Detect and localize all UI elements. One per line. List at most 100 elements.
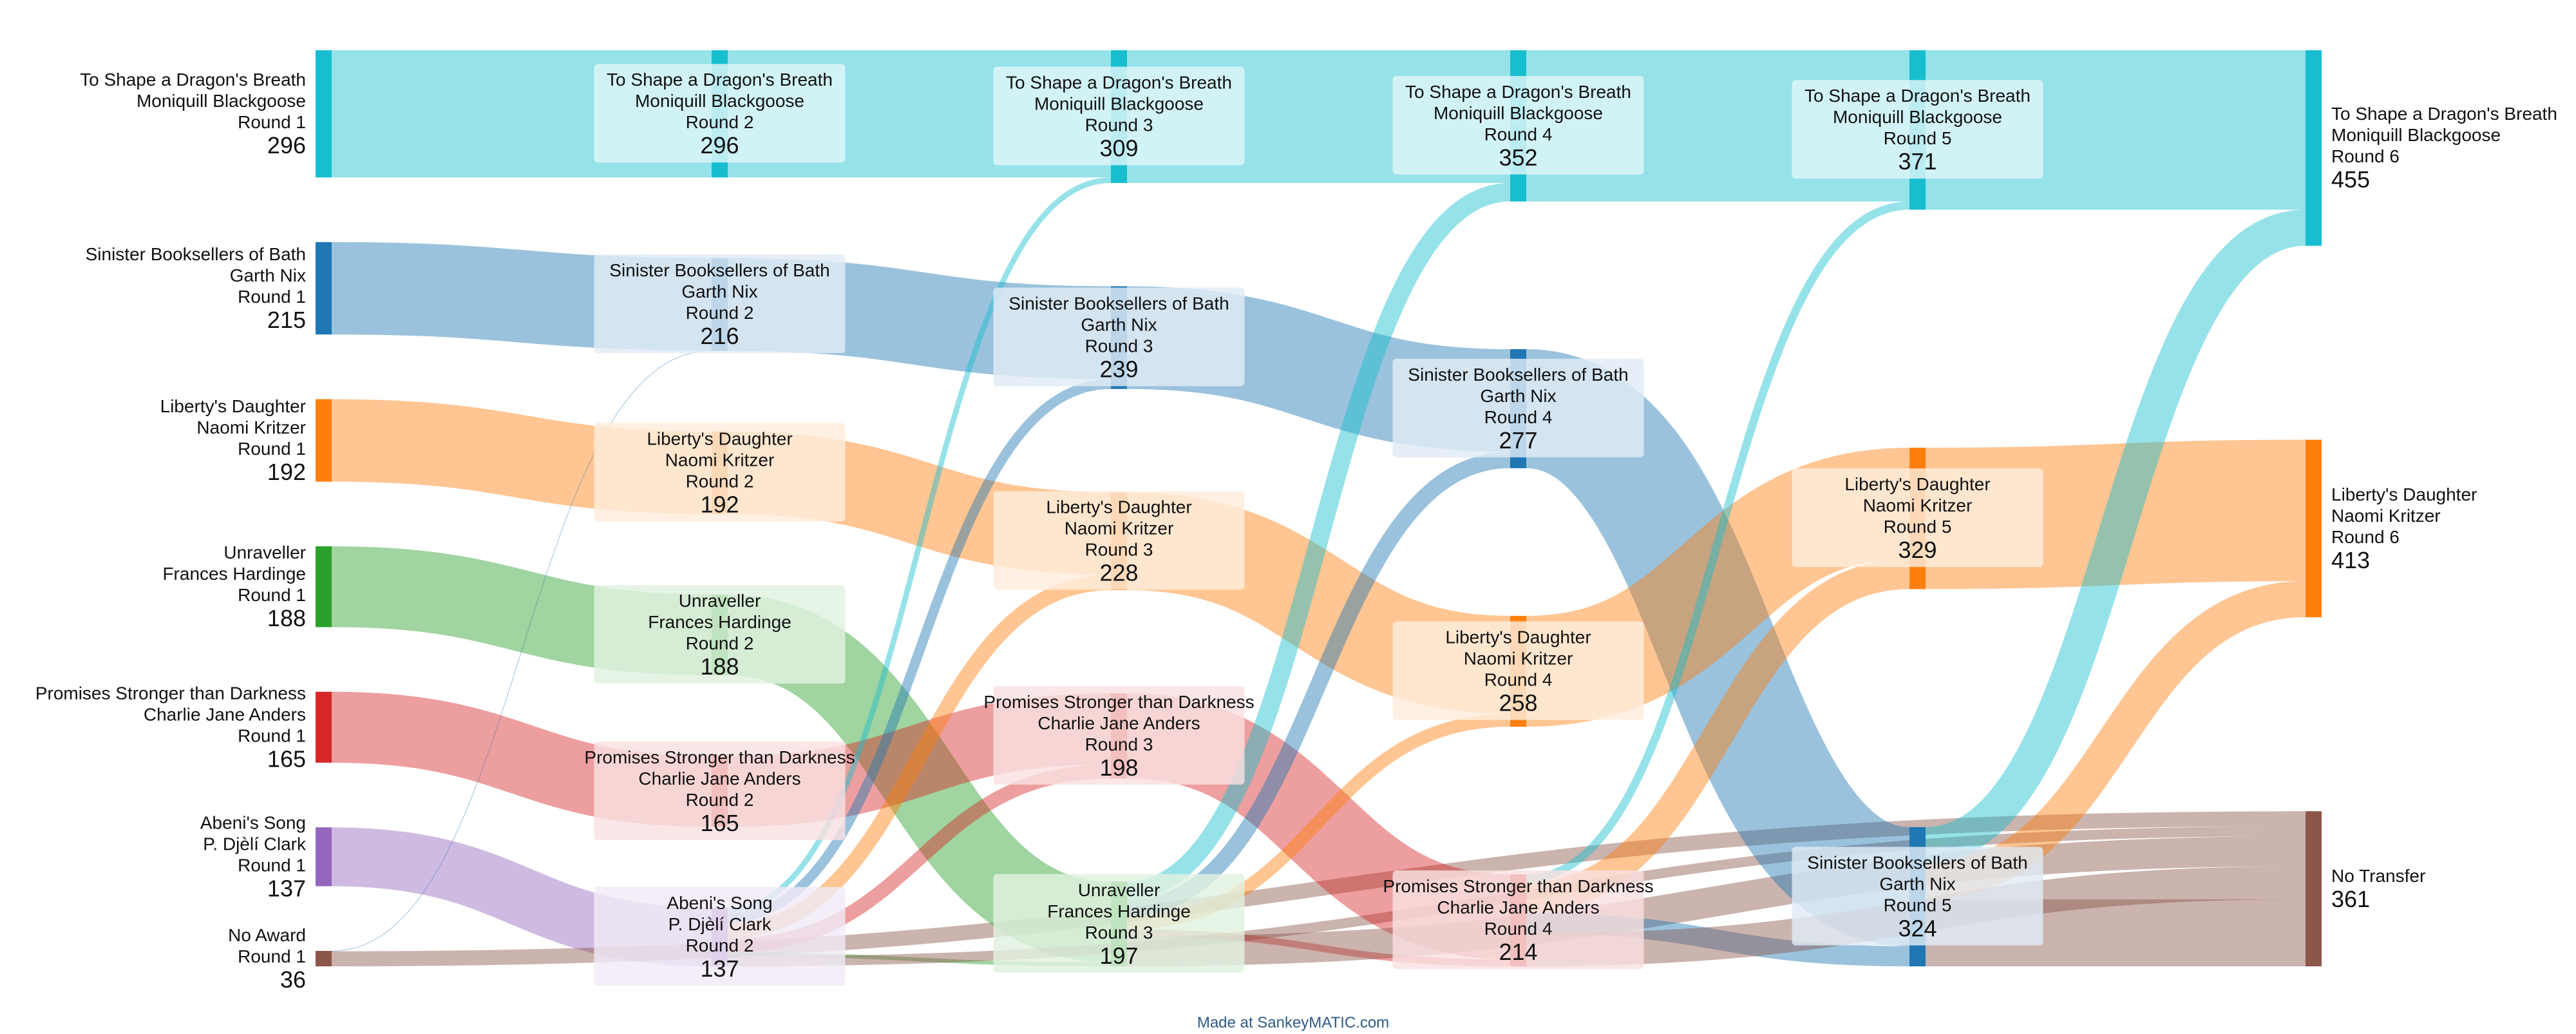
- node-value-text: 137: [267, 875, 306, 901]
- flow-sinister-booksellers-of-bath-r5-to-to-shape-a-dragon-s-breath-r6: [1924, 209, 2307, 863]
- node-author-text: Moniquill Blackgoose: [1034, 94, 1204, 114]
- node-author-text: Naomi Kritzer: [1065, 519, 1174, 539]
- flow-abeni-s-song-r2-to-to-shape-a-dragon-s-breath-r3: [727, 177, 1112, 914]
- node-value-text: 215: [267, 307, 306, 333]
- node-bar-unraveller-r1: [316, 546, 332, 627]
- flow-unraveller-r3-to-no-transfer-r6: [1126, 836, 2306, 967]
- node-title-text: To Shape a Dragon's Breath: [607, 70, 833, 90]
- node-value-text: 371: [1898, 148, 1937, 175]
- node-author-text: Moniquill Blackgoose: [137, 91, 306, 111]
- node-author-text: Garth Nix: [1879, 874, 1955, 894]
- node-title-text: No Transfer: [2331, 866, 2425, 886]
- node-author-text: Frances Hardinge: [162, 564, 306, 584]
- node-value-text: 455: [2331, 166, 2370, 193]
- node-bar-no-award-r1: [316, 950, 332, 966]
- node-author-text: Charlie Jane Anders: [638, 769, 800, 789]
- flow-no-award-r1-to-sinister-booksellers-of-bath-r2: [331, 350, 712, 952]
- credit-text: Made at SankeyMATIC.com: [1197, 1014, 1389, 1031]
- node-round-text: Round 2: [686, 935, 754, 955]
- node-author-text: Frances Hardinge: [648, 612, 791, 632]
- node-round-text: Round 2: [686, 112, 754, 132]
- node-author-text: Naomi Kritzer: [1464, 649, 1573, 669]
- node-title-text: Promises Stronger than Darkness: [584, 747, 855, 767]
- node-title-text: Unraveller: [223, 542, 306, 562]
- node-author-text: Garth Nix: [230, 265, 306, 285]
- node-label-bg: [1392, 870, 1644, 970]
- node-value-text: 228: [1099, 560, 1138, 586]
- node-label-bg: [594, 423, 846, 522]
- node-value-text: 352: [1499, 144, 1537, 171]
- node-label-bg: [1392, 75, 1644, 175]
- node-author-text: Charlie Jane Anders: [1037, 713, 1200, 733]
- node-label-bg: [993, 874, 1245, 973]
- flow-promises-stronger-than-darkness-r4-to-to-shape-a-dragon-s-breath-r5: [1526, 201, 1910, 883]
- node-title-text: Abeni's Song: [200, 812, 306, 832]
- node-value-text: 197: [1099, 943, 1138, 969]
- node-title-text: To Shape a Dragon's Breath: [80, 70, 306, 90]
- node-title-text: No Award: [228, 925, 306, 945]
- node-author-text: Moniquill Blackgoose: [2331, 125, 2501, 145]
- node-round-text: Round 3: [1085, 336, 1153, 356]
- node-round-text: Round 1: [238, 439, 306, 459]
- flow-abeni-s-song-r2-to-sinister-booksellers-of-bath-r3: [727, 379, 1112, 923]
- node-label-bg: [993, 491, 1245, 590]
- node-value-text: 137: [700, 955, 739, 982]
- node-round-text: Round 6: [2331, 527, 2400, 547]
- node-title-text: Unraveller: [679, 591, 761, 611]
- node-title-text: Promises Stronger than Darkness: [35, 683, 306, 703]
- node-round-text: Round 4: [1484, 919, 1553, 939]
- node-round-text: Round 1: [238, 287, 306, 307]
- node-round-text: Round 3: [1085, 734, 1153, 754]
- node-bar-sinister-booksellers-of-bath-r1: [316, 242, 332, 335]
- node-author-text: Moniquill Blackgoose: [1434, 103, 1603, 123]
- node-bar-liberty-s-daughter-r6: [2306, 439, 2322, 618]
- node-title-text: To Shape a Dragon's Breath: [1006, 73, 1232, 93]
- node-title-text: Liberty's Daughter: [1445, 627, 1591, 647]
- node-author-text: Naomi Kritzer: [196, 417, 306, 437]
- node-author-text: Naomi Kritzer: [2331, 506, 2441, 526]
- node-label-bg: [993, 287, 1245, 387]
- node-bar-to-shape-a-dragon-s-breath-r1: [316, 50, 332, 178]
- node-author-text: Naomi Kritzer: [1863, 495, 1973, 515]
- node-value-text: 214: [1499, 939, 1537, 965]
- node-title-text: Liberty's Daughter: [1046, 497, 1191, 517]
- node-author-text: Garth Nix: [1480, 386, 1556, 406]
- node-value-text: 258: [1499, 690, 1537, 716]
- node-label-bg: [993, 685, 1245, 785]
- node-round-text: Round 4: [1484, 670, 1553, 690]
- node-round-text: Round 3: [1085, 923, 1153, 943]
- node-label-bg: [594, 64, 846, 163]
- node-bar-promises-stronger-than-darkness-r1: [316, 691, 332, 763]
- node-value-text: 165: [267, 745, 306, 772]
- node-label-bg: [594, 585, 846, 684]
- node-value-text: 361: [2331, 886, 2370, 912]
- node-label-bg: [1392, 621, 1644, 720]
- node-round-text: Round 2: [686, 303, 754, 323]
- node-label-bg: [594, 254, 846, 354]
- node-title-text: Liberty's Daughter: [160, 396, 306, 416]
- node-value-text: 296: [267, 132, 306, 158]
- node-title-text: To Shape a Dragon's Breath: [1405, 82, 1631, 102]
- node-label-bg: [594, 886, 846, 986]
- node-title-text: Sinister Booksellers of Bath: [86, 244, 306, 264]
- node-round-text: Round 1: [238, 855, 306, 875]
- node-round-text: Round 5: [1884, 517, 1952, 537]
- node-round-text: Round 5: [1884, 895, 1952, 915]
- node-label-bg: [1792, 847, 2043, 946]
- node-title-text: Sinister Booksellers of Bath: [1807, 852, 2027, 872]
- node-title-text: To Shape a Dragon's Breath: [1804, 86, 2031, 106]
